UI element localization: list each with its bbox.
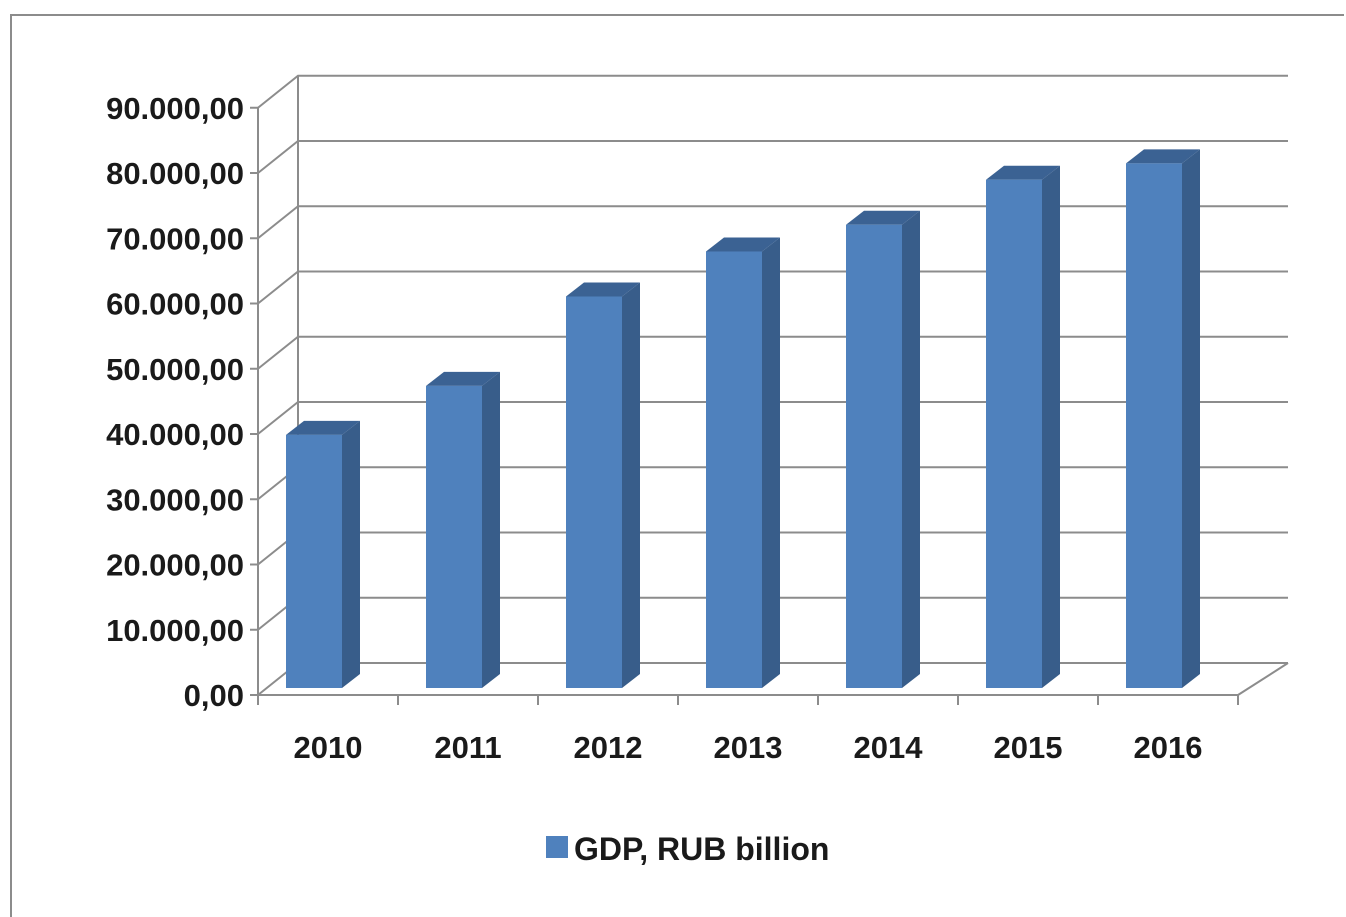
- bar-side: [482, 371, 500, 688]
- bar-side: [622, 282, 640, 688]
- y-axis-tick-labels: 0,00 10.000,00 20.000,00 30.000,00 40.000,00…: [106, 91, 244, 713]
- x-tick-label: 2012: [574, 730, 643, 765]
- bar: [846, 210, 920, 688]
- bar-top: [286, 420, 360, 435]
- bar-top: [566, 282, 640, 297]
- bar-front: [706, 251, 762, 689]
- y-tick-label: 50.000,00: [106, 352, 244, 387]
- bar: [286, 420, 360, 688]
- x-axis-tick-labels: 2010 2011 2012 2013 2014 2015 2016: [294, 730, 1203, 765]
- bar: [1126, 149, 1200, 688]
- y-tick-label: 90.000,00: [106, 91, 244, 126]
- x-tick-label: 2016: [1134, 730, 1203, 765]
- bar-top: [986, 165, 1060, 180]
- bar-side: [762, 237, 780, 689]
- bar-front: [986, 179, 1042, 688]
- bar-top: [426, 371, 500, 386]
- bar-side: [1042, 165, 1060, 688]
- bar: [426, 371, 500, 688]
- bar-front: [286, 434, 342, 688]
- bar-top: [706, 237, 780, 252]
- bar-side: [1182, 149, 1200, 688]
- chart-frame: [10, 14, 1344, 917]
- bars: [286, 149, 1200, 689]
- legend: GDP, RUB billion: [546, 831, 829, 867]
- bar: [706, 237, 780, 689]
- y-tick-label: 30.000,00: [106, 482, 244, 517]
- x-tick-label: 2015: [994, 730, 1063, 765]
- y-tick-label: 40.000,00: [106, 417, 244, 452]
- y-tick-label: 60.000,00: [106, 287, 244, 322]
- bar-front: [846, 224, 902, 688]
- gridline: [257, 74, 1288, 109]
- x-tick-label: 2013: [714, 730, 783, 765]
- bar-top: [1126, 149, 1200, 164]
- y-tick-label: 20.000,00: [106, 548, 244, 583]
- x-tick-label: 2014: [854, 730, 924, 765]
- y-tick-label: 0,00: [184, 678, 244, 713]
- bar-top: [846, 210, 920, 225]
- x-tick-label: 2010: [294, 730, 363, 765]
- bar: [566, 282, 640, 688]
- legend-label: GDP, RUB billion: [574, 831, 829, 867]
- bar-front: [566, 296, 622, 688]
- y-tick-label: 70.000,00: [106, 221, 244, 256]
- legend-swatch: [546, 836, 568, 858]
- y-tick-label: 10.000,00: [106, 613, 244, 648]
- bar-side: [342, 420, 360, 688]
- y-tick-label: 80.000,00: [106, 156, 244, 191]
- bar-side: [902, 210, 920, 688]
- x-tick-label: 2011: [434, 730, 501, 765]
- bar-front: [426, 385, 482, 688]
- bar: [986, 165, 1060, 688]
- floor-edge: [1237, 662, 1289, 696]
- bar-front: [1126, 163, 1182, 688]
